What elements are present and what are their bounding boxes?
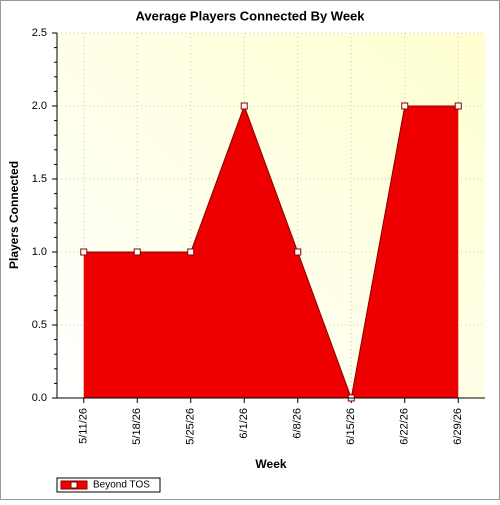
legend-label: Beyond TOS xyxy=(93,480,150,491)
x-tick-label: 5/11/26 xyxy=(78,408,90,444)
y-tick-label: 0.5 xyxy=(32,319,47,331)
y-tick-label: 2.0 xyxy=(32,100,47,112)
y-tick-label: 1.0 xyxy=(32,246,47,258)
legend-marker xyxy=(70,481,78,489)
x-tick-label: 6/22/26 xyxy=(399,408,411,445)
x-tick-label: 6/8/26 xyxy=(292,408,304,439)
point-marker xyxy=(133,248,141,256)
point-marker xyxy=(240,102,248,110)
point-marker xyxy=(80,248,88,256)
point-marker xyxy=(401,102,409,110)
point-marker xyxy=(454,102,462,110)
x-tick-label: 6/1/26 xyxy=(238,408,250,439)
y-tick-label: 0.0 xyxy=(32,392,47,404)
x-tick-label: 5/25/26 xyxy=(185,408,197,445)
point-marker xyxy=(294,248,302,256)
x-tick-label: 5/18/26 xyxy=(131,408,143,445)
x-axis-label: Week xyxy=(255,457,286,471)
x-tick-label: 6/15/26 xyxy=(345,408,357,445)
y-tick-label: 2.5 xyxy=(32,27,47,39)
x-tick-label: 6/29/26 xyxy=(452,408,464,445)
y-axis-label: Players Connected xyxy=(7,161,21,269)
point-marker xyxy=(187,248,195,256)
chart-title: Average Players Connected By Week xyxy=(135,8,365,23)
line xyxy=(83,104,459,400)
y-tick-label: 1.5 xyxy=(32,173,47,185)
